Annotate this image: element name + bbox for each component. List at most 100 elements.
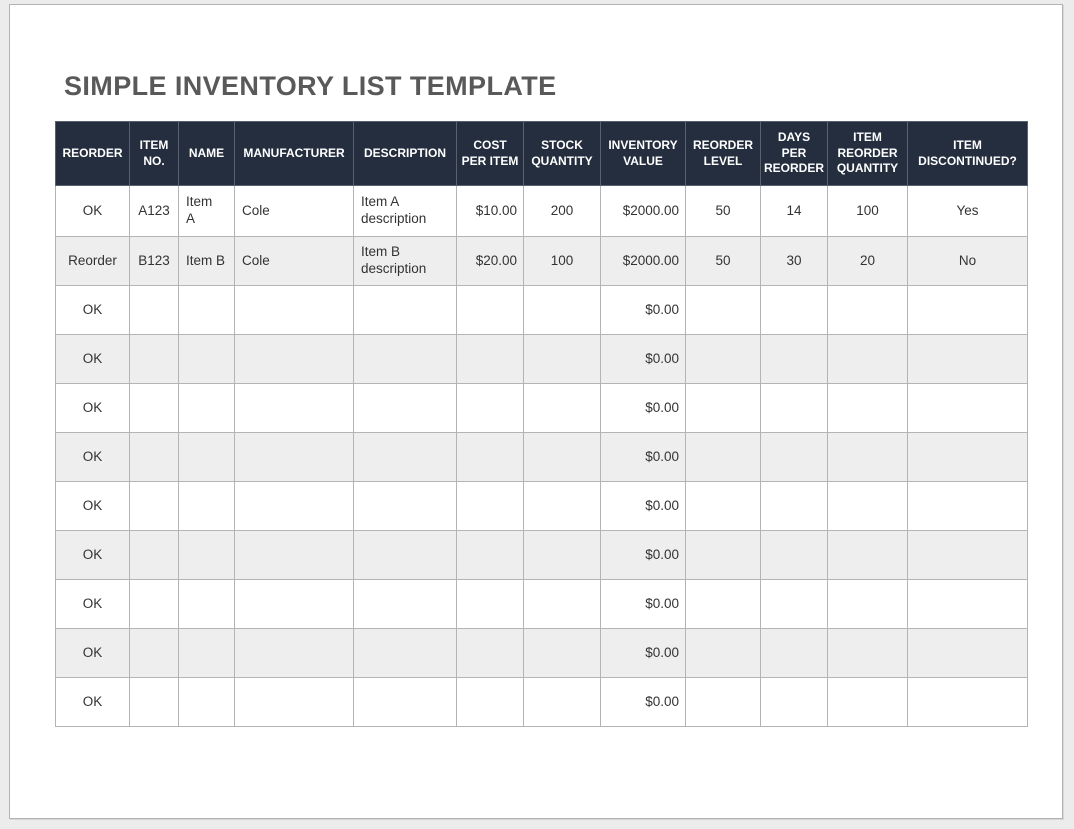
cell-stock_quantity[interactable]: 100	[523, 236, 601, 286]
cell-reorder[interactable]: OK	[55, 334, 130, 384]
cell-item_discontinued[interactable]	[907, 334, 1028, 384]
cell-cost_per_item[interactable]	[456, 579, 524, 629]
cell-item_discontinued[interactable]	[907, 432, 1028, 482]
cell-manufacturer[interactable]	[234, 530, 354, 580]
cell-item_no[interactable]	[129, 481, 179, 531]
cell-item_reorder_quantity[interactable]	[827, 628, 908, 678]
cell-cost_per_item[interactable]	[456, 628, 524, 678]
cell-item_reorder_quantity[interactable]	[827, 579, 908, 629]
cell-manufacturer[interactable]: Cole	[234, 236, 354, 286]
cell-manufacturer[interactable]	[234, 481, 354, 531]
cell-item_no[interactable]	[129, 677, 179, 727]
cell-cost_per_item[interactable]: $20.00	[456, 236, 524, 286]
cell-description[interactable]	[353, 285, 457, 335]
cell-item_no[interactable]	[129, 432, 179, 482]
cell-reorder[interactable]: OK	[55, 530, 130, 580]
cell-cost_per_item[interactable]: $10.00	[456, 185, 524, 237]
cell-item_discontinued[interactable]	[907, 677, 1028, 727]
cell-reorder[interactable]: Reorder	[55, 236, 130, 286]
cell-inventory_value[interactable]: $0.00	[600, 481, 686, 531]
cell-reorder_level[interactable]	[685, 530, 761, 580]
cell-inventory_value[interactable]: $2000.00	[600, 236, 686, 286]
cell-item_discontinued[interactable]	[907, 285, 1028, 335]
cell-cost_per_item[interactable]	[456, 530, 524, 580]
cell-inventory_value[interactable]: $0.00	[600, 334, 686, 384]
cell-description[interactable]	[353, 579, 457, 629]
cell-name[interactable]	[178, 285, 235, 335]
cell-days_per_reorder[interactable]: 30	[760, 236, 828, 286]
cell-name[interactable]	[178, 432, 235, 482]
cell-reorder_level[interactable]	[685, 285, 761, 335]
cell-manufacturer[interactable]	[234, 579, 354, 629]
cell-item_reorder_quantity[interactable]: 20	[827, 236, 908, 286]
cell-cost_per_item[interactable]	[456, 677, 524, 727]
cell-reorder[interactable]: OK	[55, 677, 130, 727]
cell-description[interactable]	[353, 334, 457, 384]
cell-item_reorder_quantity[interactable]	[827, 383, 908, 433]
cell-stock_quantity[interactable]: 200	[523, 185, 601, 237]
cell-cost_per_item[interactable]	[456, 383, 524, 433]
cell-name[interactable]: Item B	[178, 236, 235, 286]
cell-reorder_level[interactable]	[685, 628, 761, 678]
cell-reorder_level[interactable]	[685, 579, 761, 629]
cell-manufacturer[interactable]	[234, 383, 354, 433]
cell-days_per_reorder[interactable]	[760, 579, 828, 629]
cell-item_no[interactable]	[129, 383, 179, 433]
cell-name[interactable]: Item A	[178, 185, 235, 237]
cell-name[interactable]	[178, 383, 235, 433]
cell-inventory_value[interactable]: $0.00	[600, 383, 686, 433]
cell-stock_quantity[interactable]	[523, 677, 601, 727]
cell-reorder_level[interactable]	[685, 334, 761, 384]
cell-item_no[interactable]	[129, 530, 179, 580]
cell-inventory_value[interactable]: $0.00	[600, 579, 686, 629]
cell-reorder[interactable]: OK	[55, 383, 130, 433]
cell-description[interactable]	[353, 530, 457, 580]
cell-reorder[interactable]: OK	[55, 579, 130, 629]
cell-cost_per_item[interactable]	[456, 481, 524, 531]
cell-item_no[interactable]	[129, 628, 179, 678]
cell-stock_quantity[interactable]	[523, 383, 601, 433]
cell-name[interactable]	[178, 530, 235, 580]
cell-item_reorder_quantity[interactable]	[827, 285, 908, 335]
cell-days_per_reorder[interactable]	[760, 628, 828, 678]
cell-inventory_value[interactable]: $2000.00	[600, 185, 686, 237]
cell-item_no[interactable]: A123	[129, 185, 179, 237]
cell-item_discontinued[interactable]	[907, 628, 1028, 678]
cell-item_no[interactable]	[129, 579, 179, 629]
cell-item_reorder_quantity[interactable]	[827, 677, 908, 727]
cell-name[interactable]	[178, 628, 235, 678]
cell-item_discontinued[interactable]	[907, 530, 1028, 580]
cell-days_per_reorder[interactable]	[760, 334, 828, 384]
cell-days_per_reorder[interactable]	[760, 481, 828, 531]
cell-reorder[interactable]: OK	[55, 628, 130, 678]
cell-cost_per_item[interactable]	[456, 334, 524, 384]
cell-item_discontinued[interactable]: No	[907, 236, 1028, 286]
cell-inventory_value[interactable]: $0.00	[600, 530, 686, 580]
cell-description[interactable]	[353, 432, 457, 482]
cell-reorder[interactable]: OK	[55, 432, 130, 482]
cell-days_per_reorder[interactable]	[760, 677, 828, 727]
cell-manufacturer[interactable]	[234, 677, 354, 727]
cell-cost_per_item[interactable]	[456, 285, 524, 335]
cell-name[interactable]	[178, 677, 235, 727]
cell-stock_quantity[interactable]	[523, 530, 601, 580]
cell-item_reorder_quantity[interactable]	[827, 481, 908, 531]
cell-days_per_reorder[interactable]: 14	[760, 185, 828, 237]
cell-description[interactable]	[353, 481, 457, 531]
cell-item_reorder_quantity[interactable]	[827, 334, 908, 384]
cell-stock_quantity[interactable]	[523, 481, 601, 531]
cell-reorder_level[interactable]: 50	[685, 185, 761, 237]
cell-reorder_level[interactable]	[685, 432, 761, 482]
cell-manufacturer[interactable]	[234, 285, 354, 335]
cell-manufacturer[interactable]	[234, 334, 354, 384]
cell-item_reorder_quantity[interactable]	[827, 530, 908, 580]
cell-inventory_value[interactable]: $0.00	[600, 628, 686, 678]
cell-reorder_level[interactable]	[685, 481, 761, 531]
cell-description[interactable]	[353, 628, 457, 678]
cell-stock_quantity[interactable]	[523, 628, 601, 678]
cell-inventory_value[interactable]: $0.00	[600, 432, 686, 482]
cell-stock_quantity[interactable]	[523, 334, 601, 384]
cell-stock_quantity[interactable]	[523, 285, 601, 335]
cell-item_discontinued[interactable]: Yes	[907, 185, 1028, 237]
cell-description[interactable]	[353, 677, 457, 727]
